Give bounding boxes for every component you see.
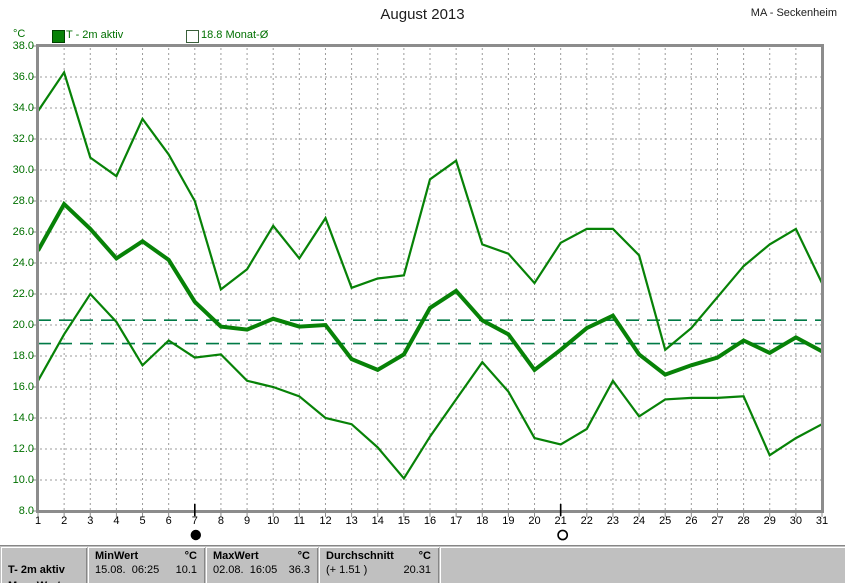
min-unit: °C: [184, 550, 197, 562]
y-axis-label: 16.0: [12, 381, 34, 393]
x-axis-label: 30: [789, 515, 802, 527]
station-label: MA - Seckenheim: [750, 7, 837, 19]
x-axis-label: 22: [580, 515, 593, 527]
x-axis-label: 27: [711, 515, 724, 527]
average-value: 20.31: [403, 564, 431, 576]
y-axis-label: 10.0: [12, 474, 34, 486]
x-axis-label: 11: [293, 515, 306, 527]
y-axis-label: 28.0: [12, 195, 34, 207]
min-value: 10.1: [175, 564, 197, 576]
max-label: MaxWert: [213, 550, 259, 562]
average-detail: (+ 1.51 ): [326, 564, 368, 576]
x-axis-label: 15: [397, 515, 410, 527]
min-label: MinWert: [95, 550, 139, 562]
x-axis-label: 23: [606, 515, 620, 527]
new-moon-icon: [190, 529, 201, 541]
status-bar: T- 2m aktiv Mom.Wert MinWert °C 15.08. 0…: [0, 545, 845, 583]
x-axis-label: 9: [244, 515, 251, 527]
legend-label-active-sensor: T - 2m aktiv: [66, 29, 124, 41]
y-axis-label: 38.0: [12, 40, 34, 52]
x-axis-label: 6: [165, 515, 172, 527]
x-axis-label: 13: [345, 515, 358, 527]
x-axis-label: 28: [737, 515, 750, 527]
x-axis-label: 3: [87, 515, 94, 527]
statusbar-sensor-panel: T- 2m aktiv Mom.Wert: [1, 547, 87, 583]
x-axis-label: 16: [423, 515, 437, 527]
x-axis-label: 18: [476, 515, 489, 527]
x-axis-label: 25: [659, 515, 672, 527]
x-axis-label: 19: [502, 515, 515, 527]
x-axis-label: 12: [319, 515, 332, 527]
legend-label-month-average: 18.8 Monat-Ø: [201, 29, 269, 41]
y-axis-label: 32.0: [12, 133, 34, 145]
statusbar-max-panel: MaxWert °C 02.08. 16:05 36.3: [206, 547, 318, 583]
x-axis-label: 17: [450, 515, 463, 527]
y-axis-label: 18.0: [12, 350, 34, 362]
statusbar-empty-panel: [440, 547, 845, 583]
x-axis-label: 24: [632, 515, 646, 527]
average-unit: °C: [418, 550, 431, 562]
x-axis-label: 5: [139, 515, 146, 527]
x-axis-label: 8: [217, 515, 224, 527]
y-axis-label: 26.0: [12, 226, 34, 238]
y-axis-label: 34.0: [12, 102, 34, 114]
statusbar-average-panel: Durchschnitt °C (+ 1.51 ) 20.31: [319, 547, 439, 583]
max-value: 36.3: [288, 564, 310, 576]
y-axis-label: 24.0: [12, 257, 34, 269]
legend-open-square-icon: [186, 30, 199, 43]
y-axis-label: 8.0: [18, 505, 34, 517]
y-axis-label: 30.0: [12, 164, 34, 176]
y-axis-label: 20.0: [12, 319, 34, 331]
x-axis-label: 1: [34, 515, 42, 527]
y-axis-unit-label: °C: [13, 28, 26, 40]
x-axis-label: 21: [554, 515, 567, 527]
y-axis-label: 36.0: [12, 71, 34, 83]
y-axis-label: 22.0: [12, 288, 34, 300]
sensor-name: T- 2m aktiv: [8, 564, 65, 576]
clipped-next-row: Mom.Wert: [8, 580, 61, 583]
y-axis-label: 14.0: [12, 412, 34, 424]
x-axis-label: 29: [763, 515, 776, 527]
y-axis-label: 12.0: [12, 443, 34, 455]
max-unit: °C: [297, 550, 310, 562]
statusbar-min-panel: MinWert °C 15.08. 06:25 10.1: [88, 547, 205, 583]
min-datetime: 15.08. 06:25: [95, 564, 160, 576]
legend-filled-square-icon: [52, 30, 65, 43]
tagesmittel-line: [36, 200, 823, 377]
full-moon-icon: [557, 529, 569, 541]
x-axis-label: 26: [685, 515, 698, 527]
tagesmin-line: [37, 292, 823, 481]
x-axis-label: 20: [528, 515, 541, 527]
x-axis-label: 7: [191, 515, 198, 527]
x-axis-label: 2: [61, 515, 68, 527]
plot-frame: [36, 44, 824, 513]
x-axis-label: 4: [113, 515, 120, 527]
tagesmax-line: [37, 69, 823, 352]
max-datetime: 02.08. 16:05: [213, 564, 278, 576]
chart-title: August 2013: [380, 6, 465, 23]
x-axis-label: 31: [815, 515, 829, 527]
x-axis-label: 14: [371, 515, 384, 527]
average-label: Durchschnitt: [326, 550, 394, 562]
x-axis-label: 10: [267, 515, 280, 527]
